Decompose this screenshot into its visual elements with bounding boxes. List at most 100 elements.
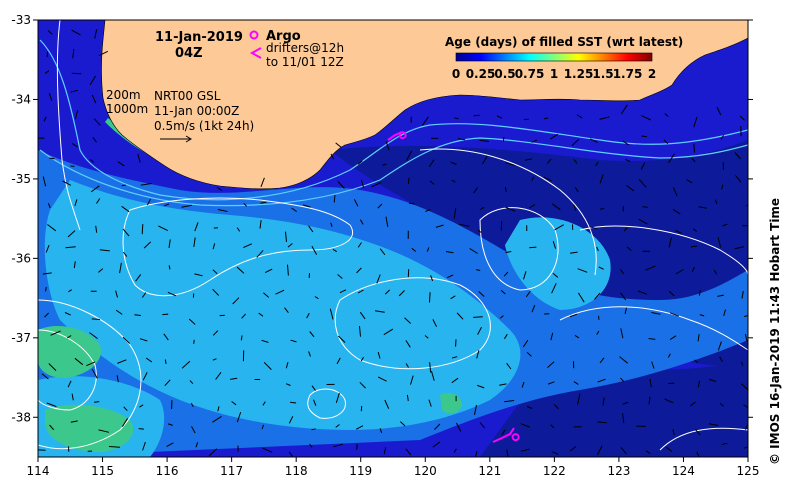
current-vector bbox=[382, 163, 387, 166]
x-axis: 114 115 116 117 118 119 120 121 122 123 124 125 bbox=[27, 457, 759, 478]
current-vector bbox=[357, 242, 362, 248]
colorbar-ticks: 0 0.25 0.5 0.75 1 1.25 1.5 1.75 2 bbox=[452, 67, 656, 81]
current-vector bbox=[398, 290, 405, 297]
current-vector bbox=[212, 358, 217, 361]
current-vector bbox=[521, 381, 525, 388]
current-vector bbox=[384, 289, 391, 295]
current-vector bbox=[475, 451, 478, 457]
current-vector bbox=[723, 309, 726, 316]
current-vector bbox=[714, 199, 718, 205]
current-vector bbox=[596, 330, 600, 335]
current-vector bbox=[208, 448, 218, 457]
current-vector bbox=[669, 312, 679, 317]
argo-legend-icon bbox=[249, 30, 259, 40]
current-vector bbox=[68, 289, 72, 293]
current-vector bbox=[499, 315, 504, 319]
current-vector bbox=[42, 272, 52, 275]
current-vector bbox=[741, 361, 744, 366]
current-vector bbox=[359, 219, 364, 225]
current-vector bbox=[311, 245, 318, 255]
current-vector bbox=[236, 227, 241, 232]
current-vector bbox=[48, 93, 53, 101]
current-vector bbox=[71, 29, 81, 36]
current-vector bbox=[743, 404, 748, 409]
current-vector bbox=[739, 115, 745, 121]
current-vector bbox=[90, 185, 100, 193]
current-vector bbox=[89, 75, 97, 86]
current-vector bbox=[288, 416, 294, 424]
current-vector bbox=[115, 309, 123, 315]
current-vector bbox=[690, 245, 698, 248]
current-vector bbox=[675, 269, 684, 275]
current-vector bbox=[697, 380, 701, 388]
contour-line bbox=[559, 306, 748, 351]
current-vector bbox=[734, 152, 741, 160]
current-vector bbox=[691, 157, 696, 163]
green-region bbox=[45, 404, 134, 452]
current-vector bbox=[166, 442, 174, 448]
current-vector bbox=[550, 133, 559, 140]
current-vector bbox=[596, 445, 603, 456]
current-vector bbox=[406, 394, 409, 402]
current-vector bbox=[599, 116, 610, 120]
current-vector bbox=[500, 289, 506, 295]
green-region bbox=[38, 325, 101, 378]
current-vector bbox=[665, 446, 673, 452]
current-vector bbox=[717, 341, 722, 351]
current-vector bbox=[693, 116, 698, 128]
current-vector bbox=[597, 378, 606, 383]
current-vector bbox=[686, 179, 693, 184]
current-vector bbox=[360, 179, 365, 189]
current-vector bbox=[475, 269, 481, 271]
current-vector bbox=[142, 372, 148, 381]
current-vector bbox=[139, 338, 148, 342]
current-vector bbox=[596, 246, 599, 252]
current-vector bbox=[620, 104, 628, 115]
current-vector bbox=[574, 334, 580, 339]
current-vector bbox=[357, 160, 363, 165]
current-vector bbox=[360, 356, 365, 362]
current-vector bbox=[306, 312, 310, 319]
current-vector bbox=[379, 248, 386, 256]
current-vector bbox=[50, 330, 61, 336]
current-vector bbox=[638, 178, 647, 188]
current-vector bbox=[625, 158, 631, 163]
current-vector bbox=[432, 319, 438, 328]
current-vector bbox=[672, 187, 678, 197]
current-vector bbox=[421, 116, 429, 126]
current-info-line2: 11-Jan 00:00Z bbox=[154, 104, 239, 118]
colorbar-tick-label: 1.5 bbox=[592, 67, 613, 81]
current-vector bbox=[502, 136, 505, 142]
current-vector bbox=[435, 224, 444, 228]
current-vector bbox=[337, 180, 345, 189]
current-vector bbox=[410, 375, 414, 385]
current-vector bbox=[264, 268, 273, 274]
figure-time: 04Z bbox=[175, 46, 203, 61]
current-vector bbox=[691, 266, 695, 273]
current-vector bbox=[424, 335, 429, 339]
figure-date: 11-Jan-2019 bbox=[155, 30, 243, 45]
current-vector bbox=[407, 177, 410, 185]
current-vector bbox=[134, 314, 141, 316]
current-vector bbox=[550, 332, 554, 341]
current-vector bbox=[552, 240, 557, 249]
current-vector bbox=[520, 423, 530, 428]
current-vector bbox=[554, 224, 565, 231]
current-vector bbox=[620, 292, 627, 301]
current-vector bbox=[620, 328, 624, 339]
current-vector bbox=[642, 206, 648, 208]
current-vector bbox=[576, 114, 583, 119]
current-vector bbox=[385, 141, 390, 151]
current-vector bbox=[473, 316, 483, 318]
y-axis-tick-label: -34 bbox=[11, 92, 31, 106]
current-vector bbox=[383, 328, 394, 336]
current-vector bbox=[93, 118, 101, 126]
current-vector bbox=[290, 339, 297, 343]
current-vector bbox=[261, 424, 264, 430]
current-vector bbox=[108, 446, 121, 448]
current-vector bbox=[330, 153, 335, 160]
current-vector bbox=[142, 441, 146, 451]
current-vector bbox=[744, 333, 748, 342]
current-vector bbox=[357, 289, 364, 294]
current-vector bbox=[429, 180, 435, 185]
